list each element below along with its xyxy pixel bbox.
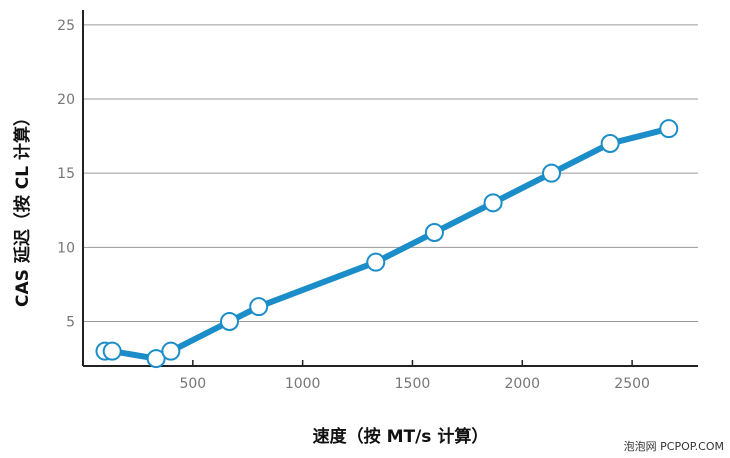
x-tick-label: 2500 [614,376,650,392]
data-point [659,119,679,139]
data-point [424,223,444,242]
x-tick-label: 1000 [285,376,321,392]
y-tick-label: 20 [57,92,75,108]
x-tick-label: 1500 [395,376,431,392]
data-point [146,349,166,369]
data-point [600,134,620,153]
y-tick-label: 10 [57,240,75,256]
y-tick-label: 5 [66,315,75,331]
data-point [102,341,122,361]
y-tick-label: 15 [57,166,75,182]
gridlines [83,24,698,322]
x-axis-title: 速度（按 MT/s 计算） [313,426,489,447]
data-point [541,163,561,183]
data-point [161,341,181,361]
data-point [483,193,503,213]
y-axis-title: CAS 延迟（按 CL 计算） [12,109,33,307]
x-tick-label: 500 [179,376,206,392]
data-points [95,119,679,369]
data-point [366,252,386,272]
data-point [249,297,269,317]
watermark: 泡泡网 PCPOP.COM [623,440,724,453]
y-tick-labels: 5 10 15 20 25 [57,18,75,331]
y-tick-label: 25 [57,18,75,34]
x-tick-label: 2000 [504,376,540,392]
data-point [220,312,240,331]
x-tick-labels: 500 1000 1500 2000 2500 [179,360,650,392]
series-line [102,125,672,362]
